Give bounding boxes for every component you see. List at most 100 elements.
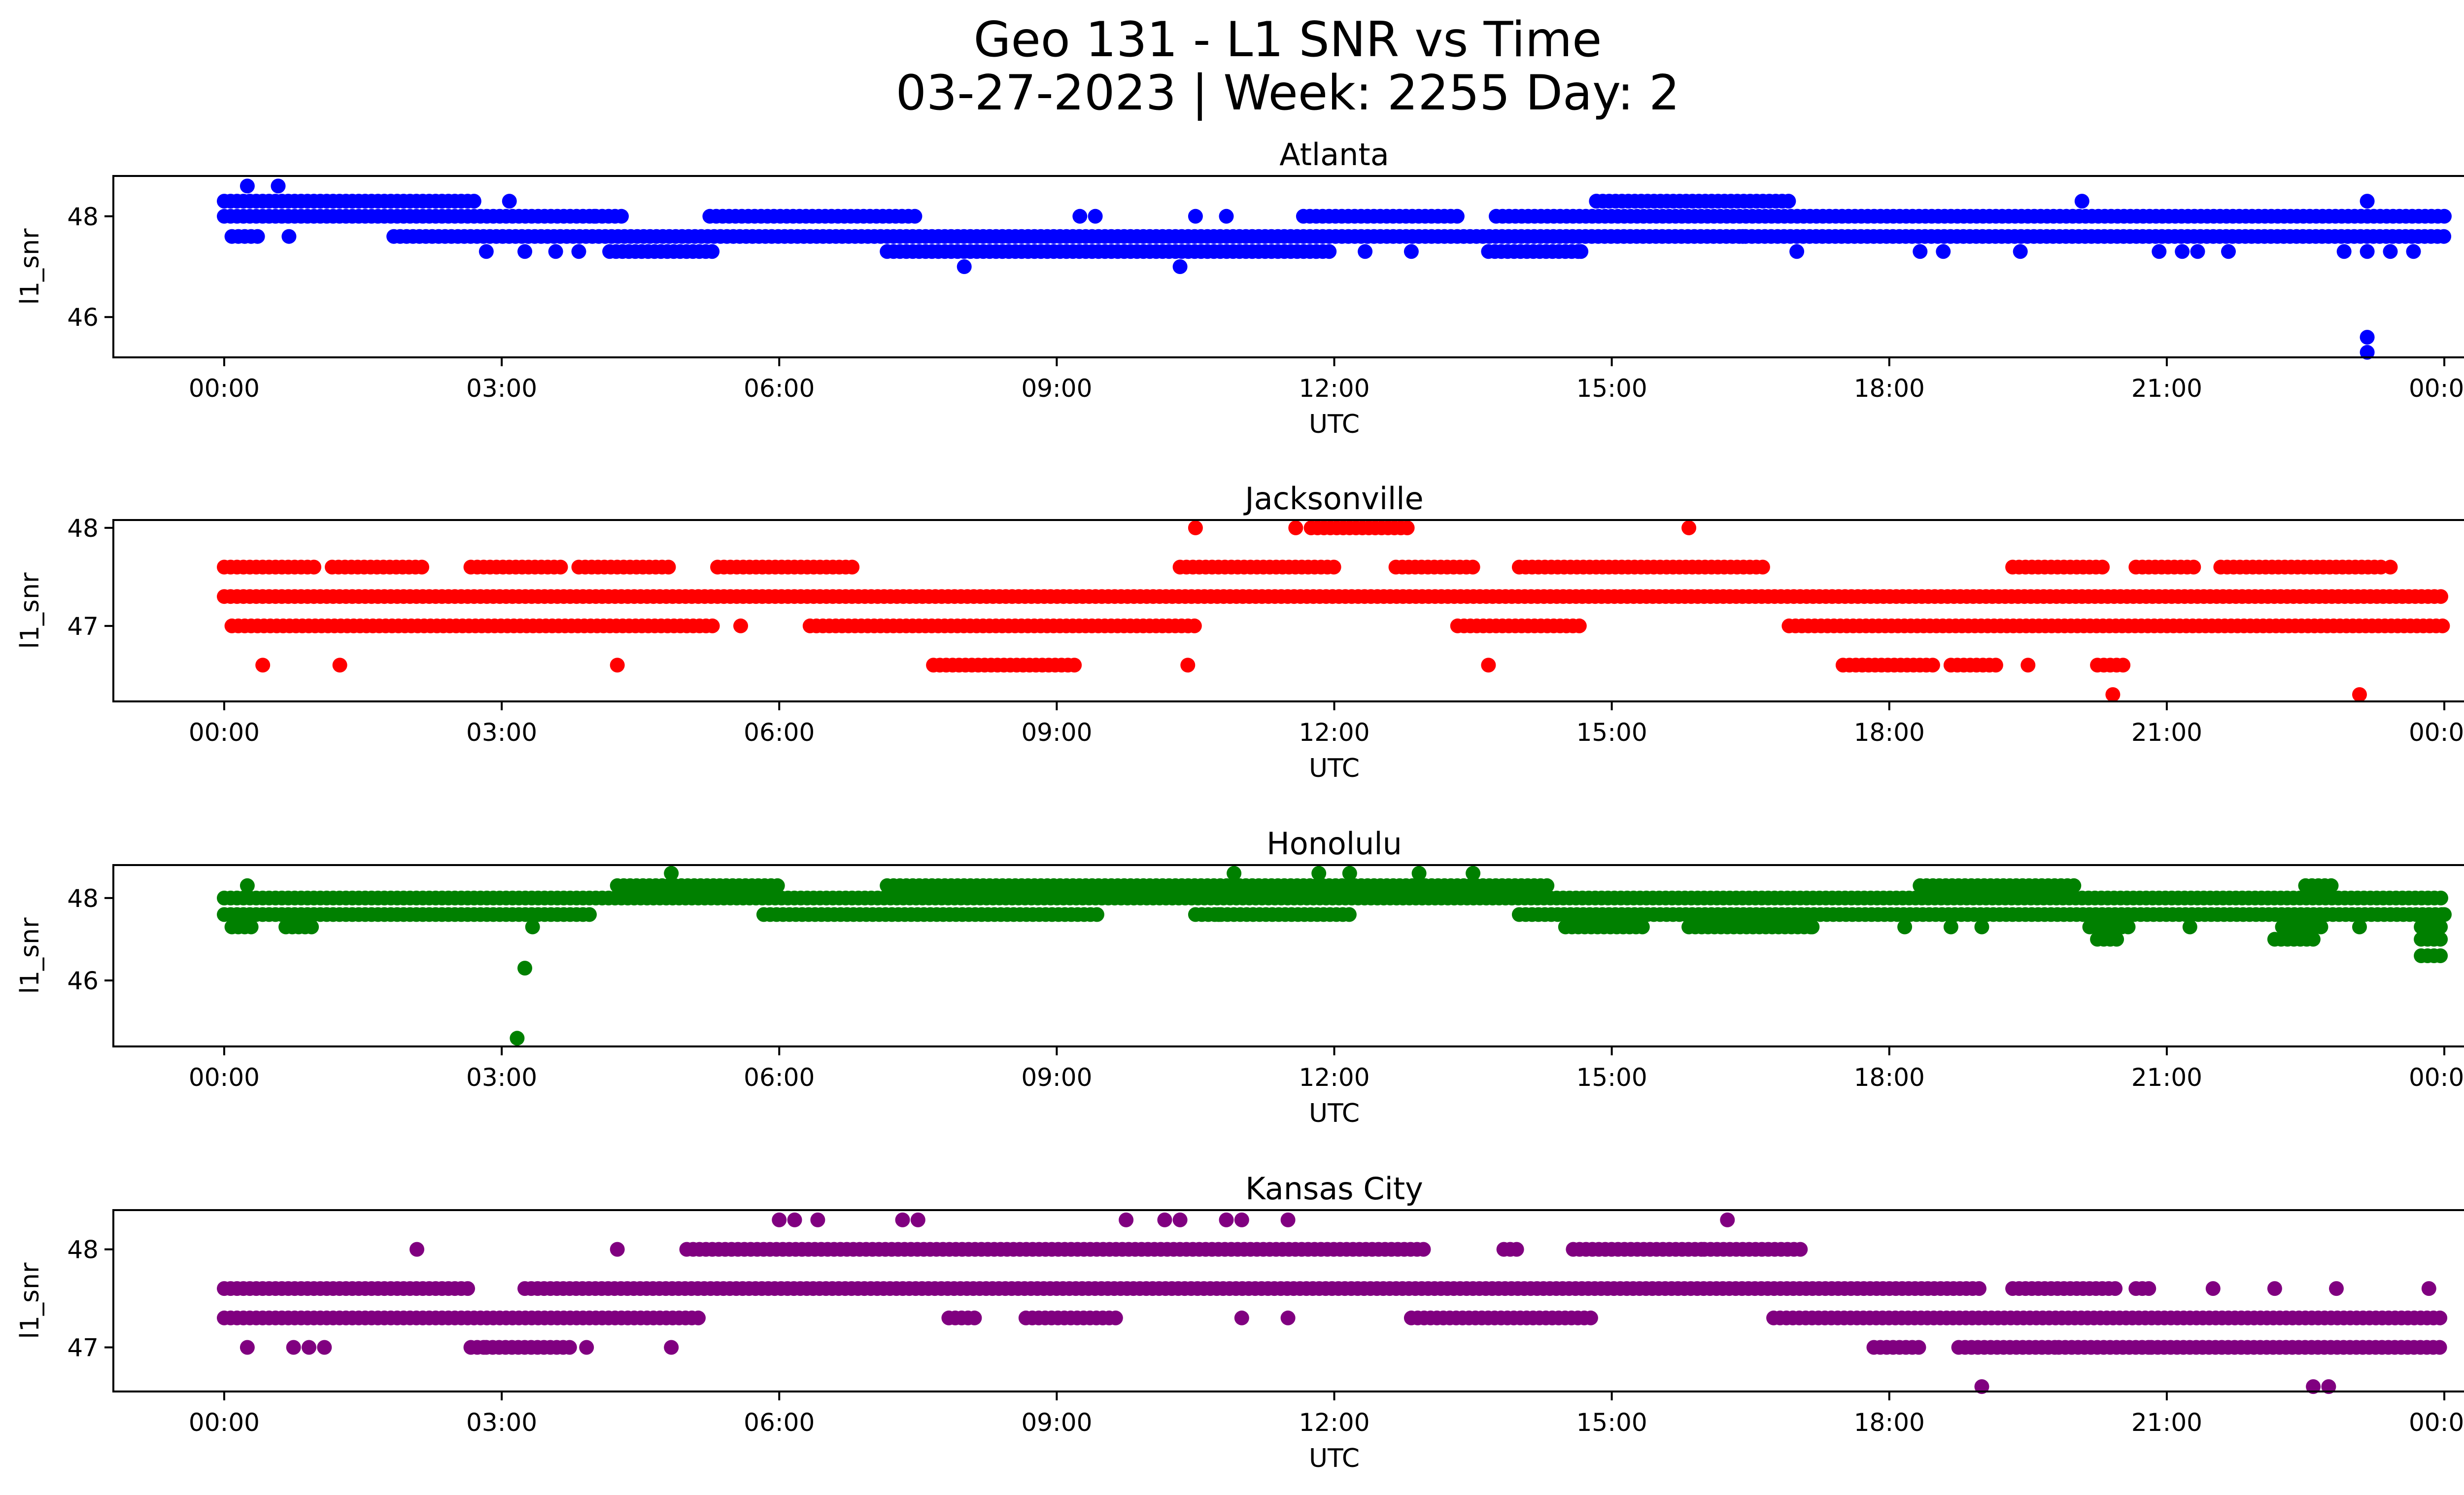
data-point	[2066, 878, 2082, 893]
data-point	[2360, 244, 2375, 259]
data-point	[1326, 559, 1341, 575]
data-point	[571, 244, 586, 259]
data-point	[614, 209, 629, 224]
data-point	[1449, 209, 1465, 224]
data-point	[661, 559, 676, 575]
data-point	[2383, 244, 2398, 259]
figure-subtitle: 03-27-2023 | Week: 2255 Day: 2	[895, 65, 1680, 121]
subplot-honolulu: Honolulu 00:00 03:00 06:00 09:00 12:00 15:00 18…	[15, 826, 2464, 1128]
data-point	[1583, 1310, 1598, 1325]
data-point	[845, 559, 860, 575]
x-tick-label: 21:00	[2131, 1408, 2202, 1437]
data-point	[2175, 244, 2190, 259]
data-point	[2437, 907, 2452, 922]
data-point	[2352, 687, 2367, 702]
x-axis-label: UTC	[1309, 1099, 1360, 1128]
data-point	[1322, 244, 1337, 259]
x-tick-label: 21:00	[2131, 374, 2202, 403]
data-point	[1481, 658, 1496, 673]
data-point	[2305, 932, 2321, 947]
data-point	[1720, 1212, 1735, 1227]
figure-title: Geo 131 - L1 SNR vs Time	[973, 12, 1602, 68]
data-point	[302, 1340, 316, 1355]
y-tick-label: 46	[67, 303, 99, 332]
data-point	[562, 1340, 577, 1355]
x-tick-label: 03:00	[466, 718, 537, 747]
x-tick-label: 15:00	[1576, 718, 1647, 747]
data-point	[240, 178, 255, 194]
data-point	[2360, 194, 2375, 209]
data-point	[1897, 919, 1913, 935]
x-axis-label: UTC	[1309, 754, 1360, 783]
data-point	[271, 178, 286, 194]
data-point	[2190, 244, 2205, 259]
data-point	[733, 618, 748, 633]
data-point	[414, 559, 429, 575]
x-tick-label: 00:00	[189, 1063, 260, 1092]
data-point	[1072, 209, 1088, 224]
y-tick-label: 46	[67, 967, 99, 995]
data-point	[2352, 919, 2367, 935]
data-point	[787, 1212, 802, 1227]
data-point	[304, 919, 319, 935]
data-point	[770, 878, 785, 893]
data-point	[664, 1340, 679, 1355]
x-tick-label: 18:00	[1854, 1408, 1925, 1437]
data-point	[2336, 244, 2352, 259]
data-point	[1681, 520, 1697, 535]
data-point	[2267, 1281, 2282, 1296]
data-point	[525, 919, 540, 935]
x-tick-label: 18:00	[1854, 1063, 1925, 1092]
x-tick-label: 00:00	[189, 718, 260, 747]
data-point	[2435, 618, 2450, 633]
data-point	[2321, 1379, 2336, 1394]
data-point	[2433, 589, 2448, 604]
data-point	[502, 194, 517, 209]
data-point	[1572, 618, 1587, 633]
data-point	[1400, 520, 1415, 535]
data-point	[2152, 244, 2167, 259]
y-tick-label: 48	[67, 884, 99, 913]
data-point	[479, 244, 494, 259]
data-point	[2108, 1281, 2123, 1296]
data-point	[2205, 1281, 2221, 1296]
data-point	[910, 1212, 925, 1227]
data-point	[1988, 658, 2003, 673]
x-tick-label: 00:00	[2409, 1063, 2464, 1092]
x-tick-label: 15:00	[1576, 1063, 1647, 1092]
x-tick-label: 06:00	[744, 1063, 815, 1092]
x-tick-label: 21:00	[2131, 1063, 2202, 1092]
data-point	[1589, 194, 1604, 209]
data-point	[1972, 1281, 1986, 1296]
data-point	[286, 1340, 301, 1355]
data-point	[240, 878, 255, 893]
data-point	[307, 559, 321, 575]
x-tick-label: 15:00	[1576, 1408, 1647, 1437]
data-point	[1755, 559, 1770, 575]
data-point	[1311, 866, 1327, 881]
data-point	[610, 658, 625, 673]
data-point	[1540, 878, 1555, 893]
data-point	[2360, 345, 2375, 360]
data-point	[579, 1340, 594, 1355]
data-point	[1466, 866, 1481, 881]
data-point	[1974, 1379, 1989, 1394]
data-point	[1108, 1310, 1123, 1325]
subplot-kansas-city: Kansas City 00:00 03:00 06:00 09:00 12:00 15:0…	[15, 1171, 2464, 1473]
y-tick-label: 47	[67, 612, 99, 641]
data-point	[2306, 1379, 2321, 1394]
data-point	[1465, 559, 1480, 575]
y-axis-label: l1_snr	[15, 1262, 45, 1339]
y-tick-label: 47	[67, 1333, 99, 1362]
data-point	[705, 244, 720, 259]
subplot-title: Kansas City	[1245, 1171, 1423, 1207]
data-point	[1781, 194, 1796, 209]
data-point	[2095, 559, 2110, 575]
x-tick-label: 09:00	[1021, 718, 1092, 747]
data-point	[1180, 658, 1196, 673]
data-point	[510, 1031, 525, 1046]
x-tick-label: 12:00	[1299, 1063, 1369, 1092]
subplot-jacksonville: Jacksonville 00:00 03:00 06:00 09:00 12:00 15:…	[15, 481, 2464, 783]
data-point	[281, 229, 297, 244]
